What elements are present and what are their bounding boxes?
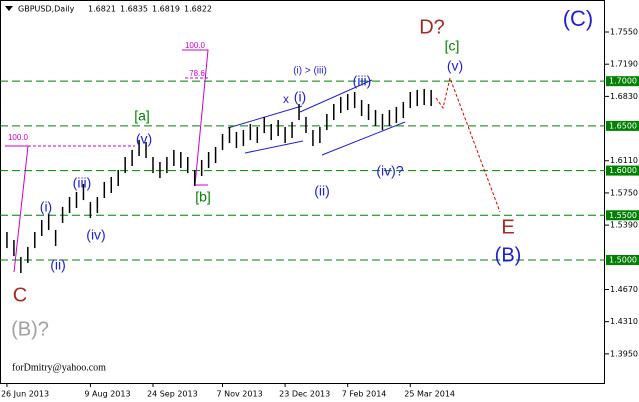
y-tick-label: 1.5390: [610, 221, 638, 230]
x-tick-label: 9 Aug 2013: [84, 390, 130, 399]
wave-label: (iii): [353, 73, 372, 89]
chart-title: GBPUSD,Daily: [18, 5, 75, 14]
x-tick-label: 23 Dec 2013: [279, 390, 330, 399]
wave-label: E: [501, 216, 514, 238]
channel-line: [244, 140, 304, 154]
x-tick-label: 7 Feb 2014: [342, 390, 387, 399]
watermark: forDmitry@yahoo.com: [12, 362, 106, 373]
y-tick-label: 1.3950: [610, 349, 638, 358]
level-label: 1.6000: [609, 166, 637, 175]
wave-label: (iv): [86, 227, 105, 243]
level-label-bg: [606, 76, 639, 87]
wave-label: x: [283, 92, 289, 106]
wave-label: 100.0: [185, 41, 206, 50]
level-label: 1.5000: [609, 255, 637, 264]
x-tick-label: 25 Mar 2014: [404, 390, 455, 399]
x-tick-label: 26 Jun 2013: [1, 390, 49, 399]
level-label: 1.7000: [609, 77, 637, 86]
wave-label: (i): [40, 199, 52, 215]
projection-line: [435, 76, 501, 213]
wave-label: (C): [563, 6, 594, 31]
level-label-bg: [606, 165, 639, 176]
level-label: 1.5500: [609, 211, 637, 220]
wave-label: (ii): [314, 183, 330, 199]
header-value: 1.6835: [120, 5, 148, 14]
wave-label: [b]: [195, 189, 211, 205]
wave-label: C: [13, 284, 27, 306]
level-label-bg: [606, 254, 639, 265]
wave-label: (v): [447, 58, 463, 74]
y-tick-label: 1.6110: [610, 156, 638, 165]
wave-label: (iii): [73, 175, 92, 191]
wave-label: (i) > (iii): [293, 66, 327, 77]
y-tick-label: 1.6830: [610, 92, 638, 101]
wave-label: (v): [136, 131, 152, 147]
y-tick-label: 1.4670: [610, 285, 638, 294]
wave-label: (ii): [50, 257, 66, 273]
level-label: 1.6500: [609, 121, 637, 130]
y-tick-label: 1.7190: [610, 60, 638, 69]
x-tick-label: 24 Sep 2013: [147, 390, 198, 399]
wave-label: [a]: [134, 108, 150, 124]
wave-label: [c]: [445, 38, 460, 54]
wave-label: (i): [294, 89, 306, 105]
wave-label: 78.6: [189, 69, 205, 78]
wave-label: (B)?: [11, 318, 49, 340]
x-tick-label: 7 Nov 2013: [217, 390, 263, 399]
fib-line: [182, 49, 209, 186]
plot-frame: [0, 0, 605, 384]
level-label-bg: [606, 120, 639, 131]
y-tick-label: 1.7550: [610, 28, 638, 37]
wave-label: (iv)?: [376, 163, 403, 179]
header-value: 1.6822: [184, 5, 212, 14]
menu-arrow: [5, 6, 13, 11]
y-tick-label: 1.5750: [610, 188, 638, 197]
y-tick-label: 1.4310: [610, 317, 638, 326]
header-value: 1.6821: [88, 5, 116, 14]
drawings: [5, 49, 501, 273]
wave-label: (B): [495, 244, 522, 266]
level-label-bg: [606, 210, 639, 221]
channel-line: [321, 121, 406, 156]
wave-label: 100.0: [8, 133, 29, 142]
wave-label: D?: [419, 16, 445, 38]
channel-line: [299, 79, 373, 113]
header-value: 1.6819: [152, 5, 180, 14]
